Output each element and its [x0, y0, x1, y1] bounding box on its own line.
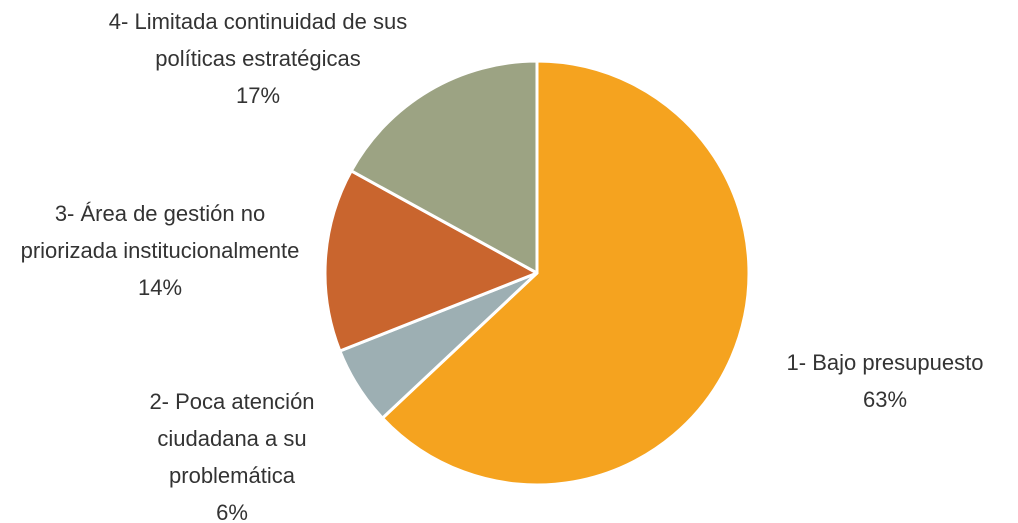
- slice-label: 1- Bajo presupuesto 63%: [745, 344, 1018, 418]
- value-label: 63%: [862, 387, 908, 412]
- category-label: 4- Limitada continuidad de sus políticas…: [108, 9, 408, 71]
- pie-slice: [349, 59, 539, 275]
- value-label: 6%: [216, 500, 248, 523]
- slice-label: 2- Poca atención ciudadana a su problemá…: [117, 383, 347, 523]
- value-label: 14%: [137, 275, 183, 300]
- slice-label: 4- Limitada continuidad de sus políticas…: [108, 3, 408, 114]
- category-label: 1- Bajo presupuesto: [786, 350, 984, 375]
- category-label: 3- Área de gestión no priorizada institu…: [20, 201, 300, 263]
- slice-label: 3- Área de gestión no priorizada institu…: [15, 195, 305, 306]
- pie-slice: [323, 169, 539, 353]
- pie-slice: [380, 59, 751, 487]
- category-label: 2- Poca atención ciudadana a su problemá…: [149, 389, 315, 488]
- value-label: 17%: [235, 83, 281, 108]
